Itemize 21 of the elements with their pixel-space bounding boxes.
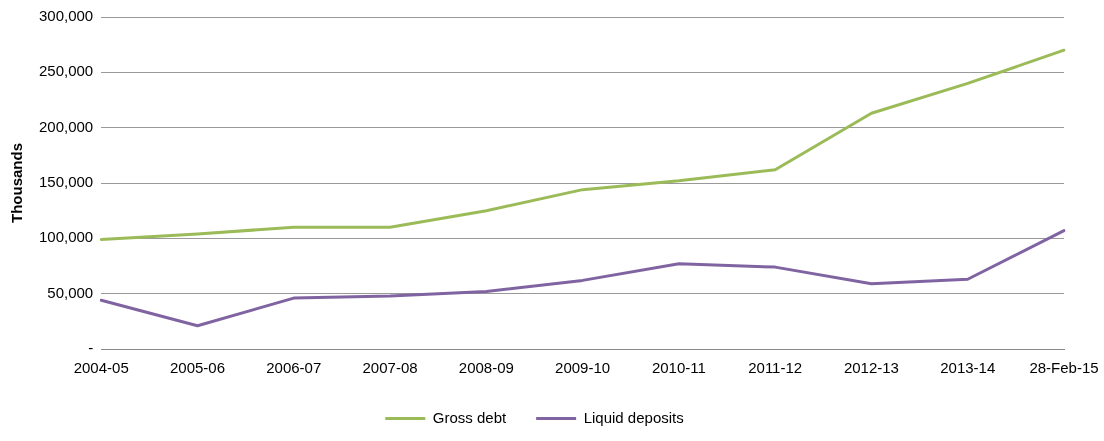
y-tick-label: 250,000	[38, 62, 94, 80]
x-tick-label: 2012-13	[843, 359, 899, 377]
y-tick-label: 150,000	[38, 173, 94, 191]
y-axis-title: Thousands	[8, 142, 26, 224]
y-tick-label: 100,000	[38, 228, 94, 246]
legend-label: Liquid deposits	[583, 408, 684, 426]
x-tick-label: 28-Feb-15	[1029, 359, 1099, 377]
y-tick-label: -	[88, 339, 94, 357]
x-tick-label: 2009-10	[555, 359, 611, 377]
x-tick-label: 2008-09	[458, 359, 514, 377]
legend-label: Gross debt	[432, 408, 507, 426]
x-tick-label: 2007-08	[362, 359, 418, 377]
y-tick-label: 50,000	[47, 283, 94, 301]
x-tick-label: 2006-07	[266, 359, 322, 377]
x-tick-label: 2004-05	[73, 359, 129, 377]
x-tick-label: 2005-06	[169, 359, 226, 377]
y-tick-label: 300,000	[38, 7, 94, 25]
x-tick-label: 2011-12	[748, 359, 803, 377]
y-tick-label: 200,000	[38, 117, 94, 135]
x-tick-label: 2013-14	[940, 359, 996, 377]
x-tick-label: 2010-11	[651, 359, 706, 377]
